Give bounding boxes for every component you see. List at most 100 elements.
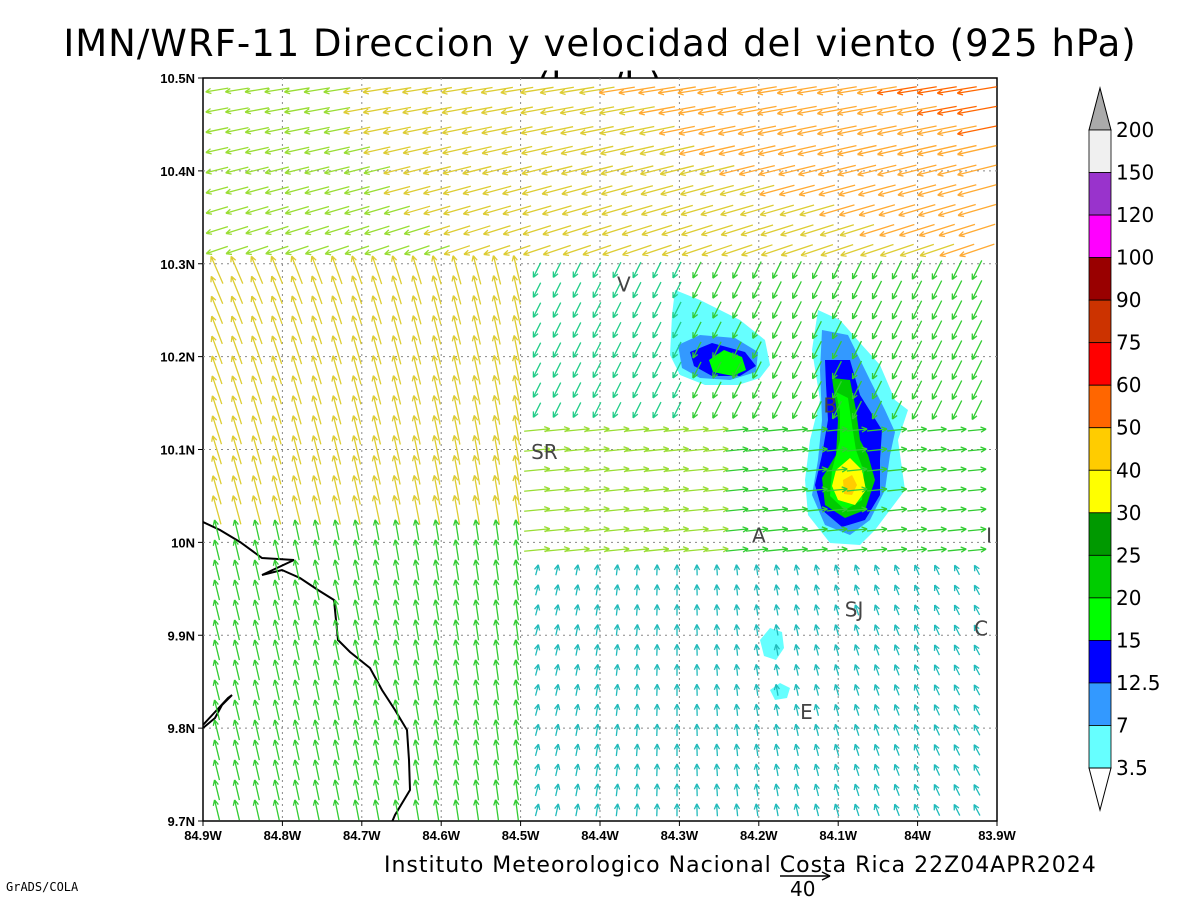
wind-vector xyxy=(851,280,863,300)
wind-vector xyxy=(522,244,551,256)
wind-vector xyxy=(232,679,241,701)
wind-vector xyxy=(891,400,903,420)
wind-vector xyxy=(232,559,241,581)
wind-vector xyxy=(554,783,561,797)
wind-vector xyxy=(652,381,662,399)
wind-vector xyxy=(936,86,977,96)
wind-vector xyxy=(391,455,401,485)
wind-vector xyxy=(713,644,721,656)
wind-vector xyxy=(559,106,594,116)
wind-vector xyxy=(725,546,749,553)
wind-vector xyxy=(752,341,762,359)
wind-vector xyxy=(562,224,592,237)
wind-vector xyxy=(513,779,520,801)
wind-vector xyxy=(411,315,422,345)
wind-vector xyxy=(773,663,781,676)
wind-vector xyxy=(311,475,322,505)
wind-vector xyxy=(304,245,329,256)
wind-vector xyxy=(391,415,401,445)
wind-vector xyxy=(212,579,221,601)
wind-vector xyxy=(351,435,362,465)
wind-vector xyxy=(391,335,402,365)
wind-vector xyxy=(351,495,361,525)
wind-vector xyxy=(705,506,729,513)
wind-vector xyxy=(599,106,635,116)
wind-vector xyxy=(271,495,282,525)
wind-vector xyxy=(473,759,480,781)
wind-vector xyxy=(733,743,741,757)
wind-vector xyxy=(818,184,856,197)
wind-vector xyxy=(779,204,815,217)
wind-vector xyxy=(692,361,702,379)
wind-vector xyxy=(533,564,541,576)
wind-vector xyxy=(798,164,836,177)
wind-vector xyxy=(753,803,761,817)
wind-vector xyxy=(433,779,440,801)
wind-vector xyxy=(957,203,997,218)
wind-vector xyxy=(693,564,701,576)
wind-vector xyxy=(685,526,709,533)
wind-vector xyxy=(604,526,630,533)
wind-vector xyxy=(205,146,229,155)
wind-vector xyxy=(813,763,820,777)
wind-vector xyxy=(846,446,868,453)
wind-vector xyxy=(553,604,561,616)
wind-vector xyxy=(777,145,817,157)
wind-vector xyxy=(331,435,342,465)
wind-vector xyxy=(612,261,622,279)
wind-vector xyxy=(403,225,430,236)
wind-vector xyxy=(580,165,613,176)
wind-vector xyxy=(633,703,641,716)
wind-vector xyxy=(323,87,351,95)
wind-vector xyxy=(352,699,360,721)
wind-vector xyxy=(352,599,360,621)
wind-vector xyxy=(933,584,940,596)
wind-vector xyxy=(853,783,860,797)
wind-vector xyxy=(877,144,917,157)
wind-vector xyxy=(692,401,702,419)
wind-vector xyxy=(540,106,574,116)
wind-vector xyxy=(574,723,581,736)
wind-vector xyxy=(833,803,840,817)
wind-vector xyxy=(371,435,381,465)
wind-vector xyxy=(554,644,561,656)
wind-vector xyxy=(705,426,729,433)
wind-vector xyxy=(554,723,561,736)
wind-vector xyxy=(737,105,777,116)
wind-vector xyxy=(879,223,915,237)
wind-vector xyxy=(898,223,935,238)
colorbar-swatch xyxy=(1088,214,1112,258)
wind-vector xyxy=(572,262,582,279)
wind-vector xyxy=(893,763,900,776)
wind-vector xyxy=(613,763,621,777)
wind-vector xyxy=(967,446,987,453)
wind-vector xyxy=(792,301,802,320)
wind-vector xyxy=(622,244,652,257)
wind-vector xyxy=(513,659,520,681)
wind-vector xyxy=(876,86,917,96)
wind-vector xyxy=(757,145,796,157)
wind-vector xyxy=(230,255,244,284)
wind-vector xyxy=(937,184,977,197)
wind-vector xyxy=(371,275,383,305)
wind-vector xyxy=(534,664,541,676)
wind-vector xyxy=(272,619,280,641)
wind-vector xyxy=(534,763,541,777)
wind-vector xyxy=(836,105,877,116)
wind-vector xyxy=(560,145,594,156)
wind-vector xyxy=(372,639,380,661)
wind-vector xyxy=(592,262,602,279)
wind-vector xyxy=(364,225,390,236)
wind-vector xyxy=(363,146,391,156)
wind-vector xyxy=(231,475,242,505)
wind-vector xyxy=(712,321,722,339)
wind-vector xyxy=(665,546,690,553)
wind-vector xyxy=(271,475,282,505)
wind-vector xyxy=(811,380,822,400)
wind-vector xyxy=(371,395,382,425)
wind-vector xyxy=(272,719,280,741)
wind-vector xyxy=(251,475,262,505)
wind-vector xyxy=(831,300,843,320)
wind-vector xyxy=(916,105,957,116)
wind-vector xyxy=(211,475,222,505)
